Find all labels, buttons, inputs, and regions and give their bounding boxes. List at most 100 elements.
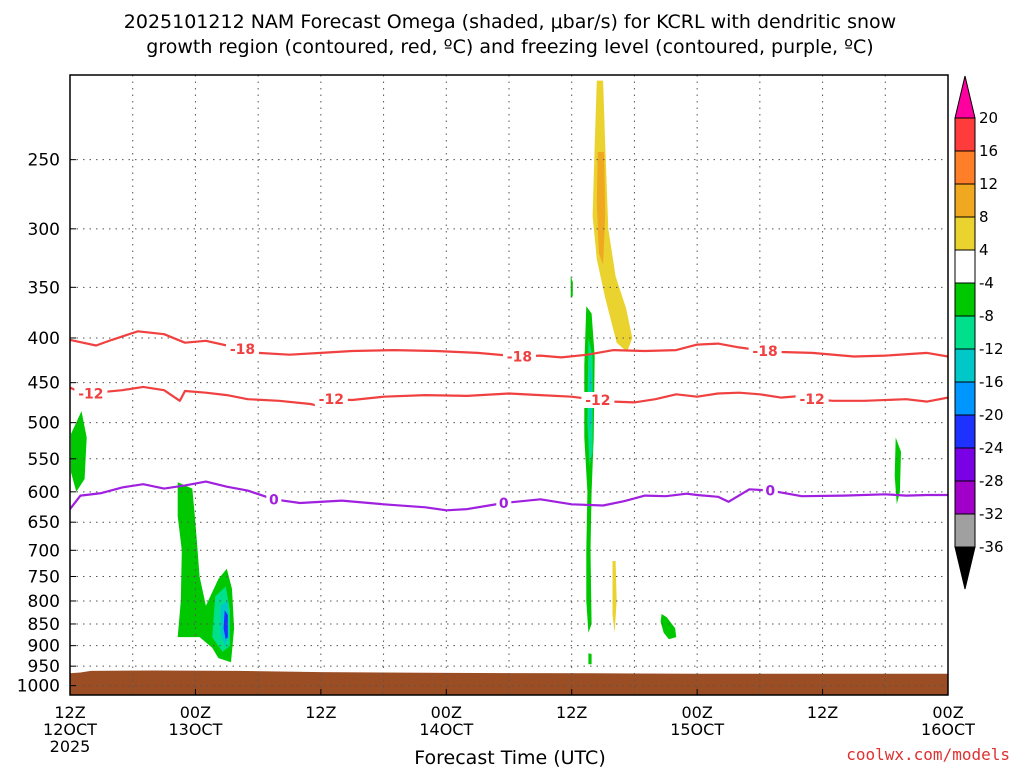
y-tick-label-500: 500 bbox=[28, 414, 60, 434]
x-tick-label-84-2: 16OCT bbox=[921, 720, 975, 739]
contour-label-bg bbox=[266, 491, 282, 508]
watermark: coolwx.com/models bbox=[846, 745, 1010, 764]
contour-label-dgz-minus-18-2: -18 bbox=[752, 344, 777, 360]
x-axis-title: Forecast Time (UTC) bbox=[414, 747, 605, 768]
colorbar-label-13: -36 bbox=[979, 538, 1004, 556]
plot-frame bbox=[69, 74, 949, 696]
contour-label-dgz-minus-12-0: -12 bbox=[78, 386, 103, 402]
contour-label-bg bbox=[502, 348, 536, 365]
x-tick-label-0-1: 12Z bbox=[54, 703, 85, 722]
colorbar-label-2: 12 bbox=[979, 175, 998, 193]
colorbar-label-4: 4 bbox=[979, 241, 989, 259]
colorbar-label-6: -8 bbox=[979, 307, 994, 325]
contour-label-bg bbox=[225, 341, 259, 358]
contour-label-freezing-level-0-0: 0 bbox=[269, 492, 279, 508]
colorbar-bin-3 bbox=[954, 183, 976, 218]
colorbar-bin-5 bbox=[954, 249, 976, 284]
colorbar-label-5: -4 bbox=[979, 274, 994, 292]
y-tick-label-250: 250 bbox=[28, 151, 60, 171]
y-tick-label-700: 700 bbox=[28, 541, 60, 561]
omega-shading bbox=[71, 80, 901, 665]
chart-title: 2025101212 NAM Forecast Omega (shaded, μ… bbox=[124, 11, 896, 58]
colorbar-bin-1 bbox=[954, 117, 976, 152]
plot-area: -18 -18 -18 -12 -12 -12 -12 0 0 0 bbox=[70, 75, 948, 695]
contour-label-bg bbox=[74, 385, 108, 402]
y-tick-label-650: 650 bbox=[28, 513, 60, 533]
y-tick-label-550: 550 bbox=[28, 450, 60, 470]
title-line-2: growth region (contoured, red, ºC) and f… bbox=[146, 36, 873, 58]
contour-label-bg bbox=[314, 391, 348, 408]
contour-label-bg bbox=[496, 495, 512, 512]
x-tick-label-12-2: 13OCT bbox=[168, 720, 222, 739]
contour-dgz-minus-12 bbox=[70, 385, 948, 408]
colorbar-bin-12 bbox=[954, 480, 976, 515]
colorbar-label-11: -28 bbox=[979, 472, 1004, 490]
terrain bbox=[70, 670, 948, 695]
contour-label-dgz-minus-18-1: -18 bbox=[507, 349, 532, 365]
colorbar-label-0: 20 bbox=[979, 109, 998, 127]
colorbar-bin-2 bbox=[954, 150, 976, 185]
y-tick-label-750: 750 bbox=[28, 567, 60, 587]
colorbar-label-12: -32 bbox=[979, 505, 1004, 523]
y-tick-label-800: 800 bbox=[28, 592, 60, 612]
x-tick-label-0-3: 2025 bbox=[50, 737, 91, 756]
contour-label-dgz-minus-12-3: -12 bbox=[799, 392, 824, 408]
colorbar-bin-9 bbox=[954, 381, 976, 416]
contour-label-dgz-minus-12-2: -12 bbox=[585, 393, 610, 409]
contour-label-freezing-level-0-1: 0 bbox=[499, 496, 509, 512]
y-tick-label-900: 900 bbox=[28, 637, 60, 657]
y-tick-label-950: 950 bbox=[28, 657, 60, 677]
colorbar-bin-4 bbox=[954, 216, 976, 251]
y-tick-label-300: 300 bbox=[28, 220, 60, 240]
terrain-fill bbox=[70, 670, 948, 695]
omega-rising-g bbox=[894, 437, 901, 505]
contour-label-freezing-level-0-2: 0 bbox=[765, 484, 775, 500]
contour-label-bg bbox=[795, 391, 829, 408]
contour-label-bg bbox=[748, 343, 782, 360]
colorbar-label-1: 16 bbox=[979, 142, 998, 160]
title-line-1: 2025101212 NAM Forecast Omega (shaded, μ… bbox=[124, 11, 896, 33]
x-tick-label-60-2: 15OCT bbox=[670, 720, 724, 739]
x-tick-label-36-2: 14OCT bbox=[419, 720, 473, 739]
colorbar-bin-6 bbox=[954, 282, 976, 317]
contour-label-dgz-minus-18-0: -18 bbox=[230, 342, 255, 358]
y-tick-label-1000: 1000 bbox=[17, 677, 60, 697]
x-tick-label-36-1: 00Z bbox=[431, 703, 462, 722]
y-tick-label-450: 450 bbox=[28, 374, 60, 394]
x-tick-label-24-1: 12Z bbox=[305, 703, 336, 722]
colorbar-bin-13 bbox=[954, 513, 976, 548]
colorbar-label-3: 8 bbox=[979, 208, 989, 226]
colorbar-label-8: -16 bbox=[979, 373, 1004, 391]
x-tick-label-48-1: 12Z bbox=[556, 703, 587, 722]
y-tick-label-600: 600 bbox=[28, 483, 60, 503]
colorbar-bin-8 bbox=[954, 348, 976, 383]
contour-label-bg bbox=[762, 482, 778, 499]
omega-rising-a bbox=[71, 411, 87, 492]
omega-rising-e bbox=[588, 653, 592, 665]
colorbar-label-7: -12 bbox=[979, 340, 1004, 358]
colorbar: 20 16 12 8 4 -4 -8 -12 -16 -20 -24 -28 -32 -36 bbox=[954, 75, 1004, 590]
omega-sinking-core bbox=[596, 152, 606, 265]
colorbar-bin-14 bbox=[954, 546, 976, 590]
contour-label-dgz-minus-12-1: -12 bbox=[319, 392, 344, 408]
omega-rising-b-max bbox=[223, 610, 228, 640]
colorbar-bin-10 bbox=[954, 414, 976, 449]
contour-lines: -18 -18 -18 -12 -12 -12 -12 0 0 0 bbox=[70, 330, 948, 512]
y-tick-label-400: 400 bbox=[28, 329, 60, 349]
y-tick-label-850: 850 bbox=[28, 615, 60, 635]
colorbar-label-10: -24 bbox=[979, 439, 1004, 457]
x-tick-label-60-1: 00Z bbox=[681, 703, 712, 722]
y-tick-label-350: 350 bbox=[28, 278, 60, 298]
omega-sinking-upper bbox=[592, 80, 633, 352]
x-tick-label-84-1: 00Z bbox=[932, 703, 963, 722]
colorbar-bin-11 bbox=[954, 447, 976, 482]
x-tick-label-0-2: 12OCT bbox=[43, 720, 97, 739]
x-tick-label-72-1: 12Z bbox=[807, 703, 838, 722]
x-tick-label-12-1: 00Z bbox=[180, 703, 211, 722]
y-axis: 2503003504004505005506006507007508008509… bbox=[17, 151, 76, 697]
colorbar-label-9: -20 bbox=[979, 406, 1004, 424]
omega-rising-f bbox=[660, 614, 677, 640]
omega-sinking-lower bbox=[612, 561, 617, 633]
